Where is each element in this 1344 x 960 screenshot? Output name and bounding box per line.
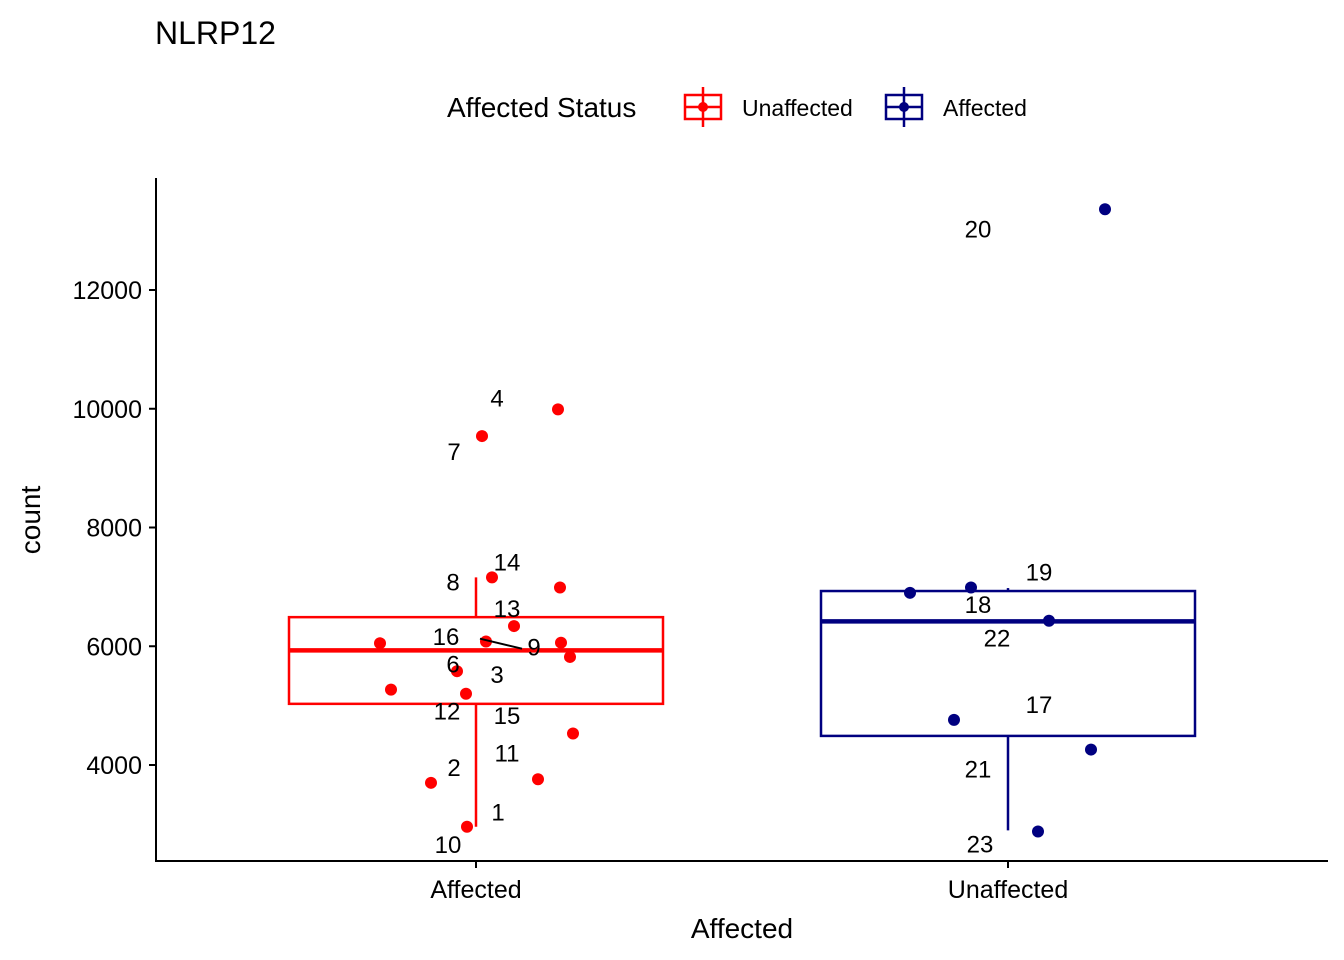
y-tick-label: 4000 — [86, 752, 142, 780]
data-point — [904, 586, 916, 599]
data-point — [965, 581, 977, 594]
point-label: 15 — [494, 703, 521, 730]
point-label: 3 — [490, 662, 503, 689]
point-label: 1 — [491, 799, 504, 826]
chart-title: NLRP12 — [155, 15, 276, 51]
point-label: 16 — [433, 624, 460, 651]
point-label: 11 — [495, 741, 520, 768]
x-tick-label: Unaffected — [948, 876, 1068, 904]
point-label: 20 — [965, 216, 992, 243]
y-tick-label: 8000 — [86, 515, 142, 543]
data-point — [385, 683, 397, 696]
data-point — [567, 727, 579, 740]
y-tick-label: 10000 — [72, 396, 142, 424]
legend-label-unaffected: Unaffected — [742, 95, 853, 121]
y-axis-title: count — [15, 486, 46, 555]
data-point — [1085, 743, 1097, 756]
data-point — [552, 403, 564, 416]
axes: 4000 6000 8000 10000 12000 Affected Unaffected — [72, 277, 1068, 904]
data-point — [555, 636, 567, 649]
point-label: 22 — [984, 626, 1011, 653]
legend-title: Affected Status — [447, 92, 636, 123]
legend-key-unaffected — [683, 87, 723, 127]
point-label: 2 — [447, 755, 460, 782]
point-label: 13 — [494, 596, 521, 623]
boxplot-affected — [287, 577, 665, 827]
point-label: 12 — [434, 699, 461, 726]
data-point — [508, 620, 520, 633]
y-tick-label: 6000 — [86, 633, 142, 661]
point-label: 18 — [965, 592, 992, 619]
point-label: 9 — [527, 635, 540, 662]
point-label: 8 — [446, 569, 459, 596]
point-label: 21 — [965, 757, 992, 784]
boxplot-unaffected — [819, 588, 1197, 831]
point-label: 14 — [494, 549, 521, 576]
x-tick-label: Affected — [430, 876, 521, 904]
box — [287, 615, 665, 706]
data-point — [948, 713, 960, 726]
point-label: 6 — [446, 651, 459, 678]
data-point — [554, 581, 566, 594]
data-point — [486, 571, 498, 584]
box — [819, 589, 1197, 738]
data-point — [1032, 825, 1044, 838]
legend-label-affected: Affected — [943, 95, 1027, 121]
data-point — [532, 773, 544, 786]
legend-key-affected — [884, 87, 924, 127]
point-label: 17 — [1026, 692, 1053, 719]
point-label: 23 — [967, 832, 994, 859]
data-point — [461, 820, 473, 833]
data-point — [425, 776, 437, 789]
point-label: 10 — [435, 832, 462, 859]
point-label: 7 — [447, 439, 460, 466]
data-point — [1099, 203, 1111, 216]
data-point — [1043, 614, 1055, 627]
point-label: 19 — [1026, 559, 1053, 586]
data-point — [476, 430, 488, 443]
data-point — [460, 687, 472, 700]
legend: Affected Status Unaffected Affected — [447, 87, 1027, 127]
data-point — [451, 665, 463, 678]
label-leader-line — [479, 637, 523, 650]
point-label: 4 — [490, 385, 503, 412]
data-point — [374, 637, 386, 650]
data-point — [564, 650, 576, 663]
x-axis-title: Affected — [691, 913, 793, 944]
y-tick-label: 12000 — [72, 277, 142, 305]
